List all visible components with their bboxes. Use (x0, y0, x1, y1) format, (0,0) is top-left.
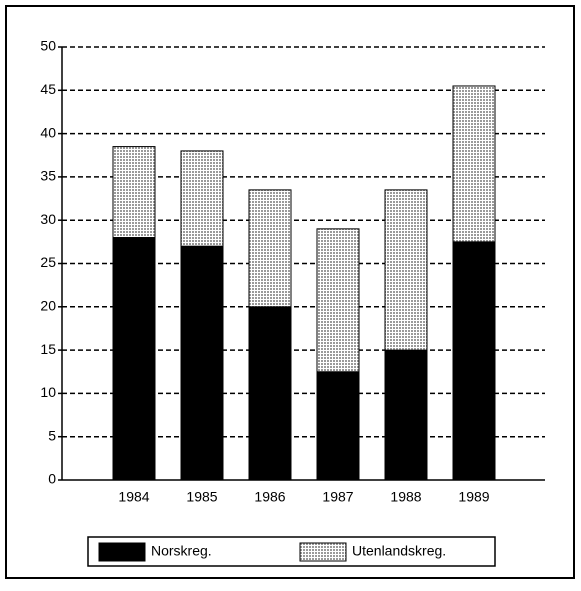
legend-swatch (299, 542, 347, 562)
bar-segment (384, 349, 428, 481)
bar-segment (248, 189, 292, 308)
y-tick-label: 0 (48, 471, 56, 487)
y-tick-label: 30 (40, 211, 56, 227)
bar-segment (384, 189, 428, 351)
legend-box (87, 536, 496, 567)
frame (5, 5, 575, 579)
bar-segment (112, 237, 156, 481)
bar-segment (180, 150, 224, 247)
y-tick-label: 45 (40, 81, 56, 97)
legend-label: Norskreg. (151, 543, 212, 559)
bar-segment (316, 371, 360, 481)
y-tick-label: 10 (40, 384, 56, 400)
bar-segment (112, 146, 156, 239)
x-tick-label: 1987 (322, 489, 353, 505)
y-tick-label: 15 (40, 341, 56, 357)
y-tick-label: 5 (48, 427, 56, 443)
legend-swatch (98, 542, 146, 562)
bar-segment (316, 228, 360, 373)
bar-segment (452, 85, 496, 243)
y-tick-label: 50 (40, 38, 56, 54)
x-tick-label: 1985 (186, 489, 217, 505)
y-tick-label: 20 (40, 298, 56, 314)
y-tick-label: 40 (40, 124, 56, 140)
legend-label: Utenlandskreg. (352, 543, 446, 559)
x-tick-label: 1986 (254, 489, 285, 505)
x-tick-label: 1989 (458, 489, 489, 505)
y-tick-label: 25 (40, 254, 56, 270)
bar-segment (180, 245, 224, 481)
bar-segment (452, 241, 496, 481)
bar-segment (248, 306, 292, 481)
x-tick-label: 1988 (390, 489, 421, 505)
x-tick-label: 1984 (118, 489, 149, 505)
y-tick-label: 35 (40, 168, 56, 184)
